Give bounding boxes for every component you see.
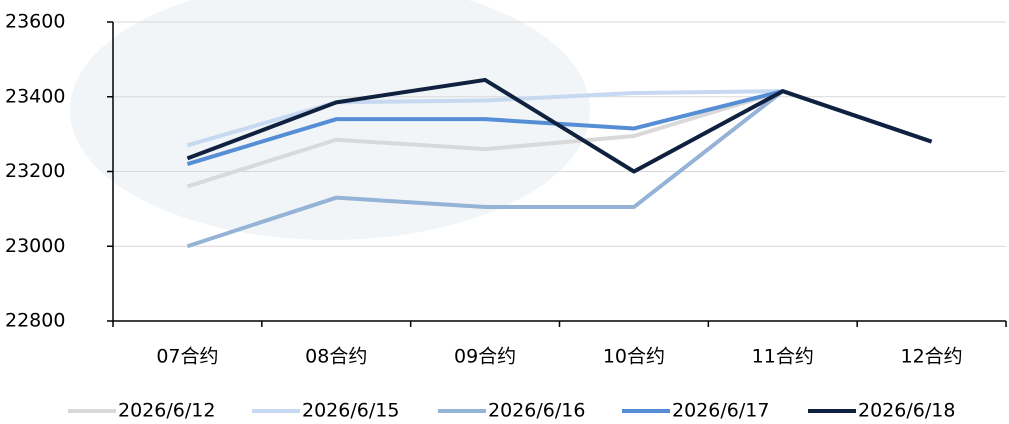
y-tick-label: 23400 [5,85,65,107]
x-tick-label: 07合约 [156,346,218,368]
y-tick-label: 23000 [5,235,65,257]
y-tick-label: 22800 [5,310,65,332]
line-series [186,77,933,174]
legend-label: 2026/6/15 [302,400,399,422]
legend-label: 2026/6/12 [118,400,215,422]
legend-label: 2026/6/17 [672,400,769,422]
y-tick-label: 23200 [5,160,65,182]
x-tick-label: 11合约 [752,346,814,368]
y-tick-label: 23600 [5,11,65,33]
legend-label: 2026/6/16 [488,400,585,422]
x-tick-label: 12合约 [900,346,962,368]
x-tick-label: 10合约 [603,346,665,368]
x-tick-label: 09合约 [454,346,516,368]
legend-label: 2026/6/18 [858,400,955,422]
x-tick-label: 08合约 [305,346,367,368]
